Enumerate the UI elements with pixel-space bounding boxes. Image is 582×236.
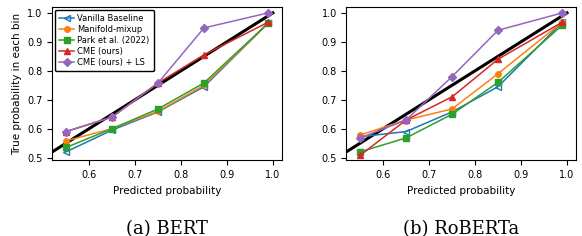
X-axis label: Predicted probability: Predicted probability bbox=[113, 186, 221, 196]
X-axis label: Predicted probability: Predicted probability bbox=[407, 186, 516, 196]
Y-axis label: True probability in each bin: True probability in each bin bbox=[12, 13, 22, 155]
Text: (b) RoBERTa: (b) RoBERTa bbox=[403, 220, 520, 236]
Text: (a) BERT: (a) BERT bbox=[126, 220, 208, 236]
Legend: Vanilla Baseline, Manifold-mixup, Park et al. (2022), CME (ours), CME (ours) + L: Vanilla Baseline, Manifold-mixup, Park e… bbox=[55, 10, 154, 71]
